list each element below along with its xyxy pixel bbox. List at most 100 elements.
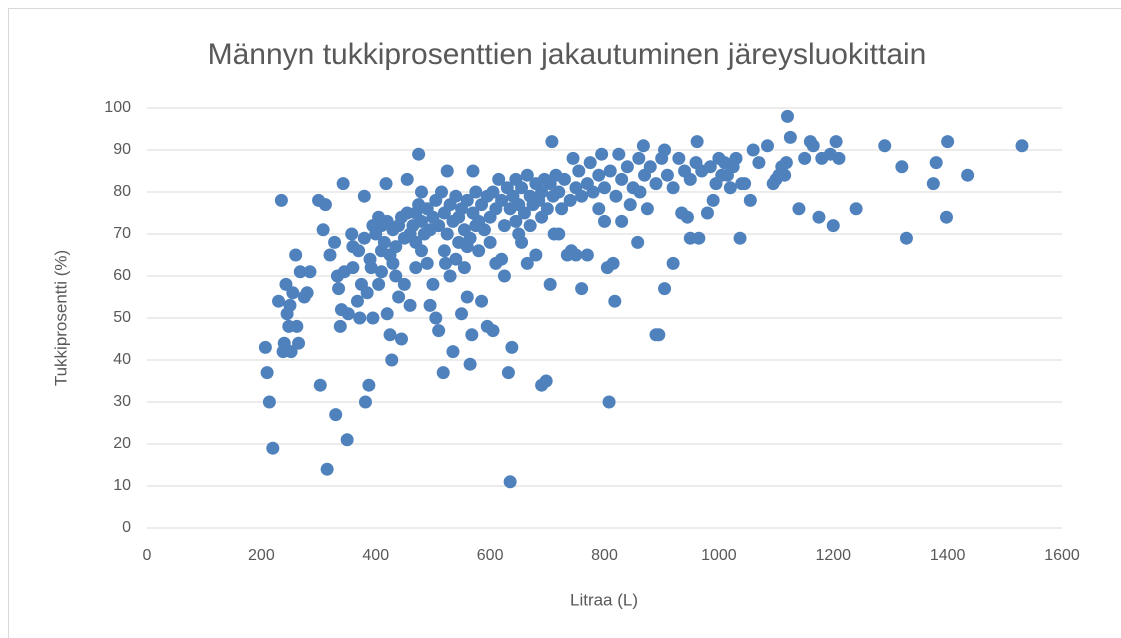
point <box>595 147 609 161</box>
point <box>469 185 483 199</box>
point <box>497 219 511 233</box>
point <box>552 185 566 199</box>
point <box>517 206 531 220</box>
point <box>690 135 704 149</box>
point <box>483 235 497 249</box>
point <box>515 181 529 195</box>
x-tick-label: 1200 <box>815 547 851 564</box>
point <box>723 181 737 195</box>
point <box>583 156 597 170</box>
y-tick-label: 40 <box>113 351 131 368</box>
y-axis-title: Tukkiprosentti (%) <box>51 250 70 386</box>
point <box>449 252 463 266</box>
point <box>632 151 646 165</box>
point <box>372 277 386 291</box>
point <box>472 244 486 258</box>
point <box>284 345 298 359</box>
point <box>420 256 434 270</box>
point <box>640 202 654 216</box>
point <box>760 139 774 153</box>
point <box>543 277 557 291</box>
point <box>403 298 417 312</box>
point <box>666 256 680 270</box>
point <box>643 160 657 174</box>
point <box>563 193 577 207</box>
point <box>318 198 332 212</box>
y-tick-label: 70 <box>113 225 131 242</box>
point <box>939 210 953 224</box>
point <box>432 219 446 233</box>
point <box>332 282 346 296</box>
point <box>316 223 330 237</box>
point <box>592 202 606 216</box>
x-tick-label: 1600 <box>1044 547 1080 564</box>
point <box>572 164 586 178</box>
point <box>486 324 500 338</box>
y-tick-label: 90 <box>113 141 131 158</box>
point <box>286 286 300 300</box>
point <box>412 147 426 161</box>
point <box>509 214 523 228</box>
x-tick-label: 1000 <box>701 547 737 564</box>
point <box>512 227 526 241</box>
point <box>566 151 580 165</box>
point <box>449 189 463 203</box>
point <box>440 164 454 178</box>
point <box>366 311 380 325</box>
point <box>346 261 360 275</box>
point <box>383 328 397 342</box>
point <box>829 135 843 149</box>
point <box>849 202 863 216</box>
point <box>569 248 583 262</box>
point <box>535 185 549 199</box>
point <box>415 244 428 258</box>
point <box>658 143 672 157</box>
point <box>443 269 457 283</box>
point <box>609 189 623 203</box>
point <box>683 172 697 186</box>
point <box>575 282 589 296</box>
point <box>457 261 471 275</box>
point <box>439 256 453 270</box>
point <box>397 277 411 291</box>
x-tick-label: 200 <box>248 547 275 564</box>
point <box>636 139 650 153</box>
chart-title: Männyn tukkiprosenttien jakautuminen jär… <box>208 38 927 71</box>
point <box>929 156 943 170</box>
point <box>426 277 440 291</box>
point <box>432 324 446 338</box>
point <box>586 185 600 199</box>
point <box>706 193 720 207</box>
point <box>357 189 371 203</box>
point <box>520 168 534 182</box>
point <box>926 177 940 191</box>
point <box>709 177 723 191</box>
y-tick-label: 80 <box>113 183 131 200</box>
point <box>360 286 374 300</box>
point <box>580 248 594 262</box>
y-tick-label: 100 <box>104 99 131 116</box>
y-tick-label: 20 <box>113 435 131 452</box>
point <box>826 219 840 233</box>
point <box>463 357 477 371</box>
x-axis-title: Litraa (L) <box>570 590 638 609</box>
point <box>603 164 617 178</box>
point <box>623 198 637 212</box>
point <box>792 202 806 216</box>
point <box>446 345 460 359</box>
y-tick-label: 30 <box>113 393 131 410</box>
y-tick-label: 10 <box>113 477 131 494</box>
point <box>386 256 400 270</box>
point <box>615 172 629 186</box>
point <box>328 235 342 249</box>
point <box>529 248 543 262</box>
point <box>523 219 537 233</box>
point <box>455 307 469 321</box>
point <box>620 160 634 174</box>
point <box>545 135 559 149</box>
y-tick-label: 0 <box>122 519 131 536</box>
point <box>415 214 428 228</box>
point <box>752 156 766 170</box>
x-tick-label: 600 <box>477 547 504 564</box>
